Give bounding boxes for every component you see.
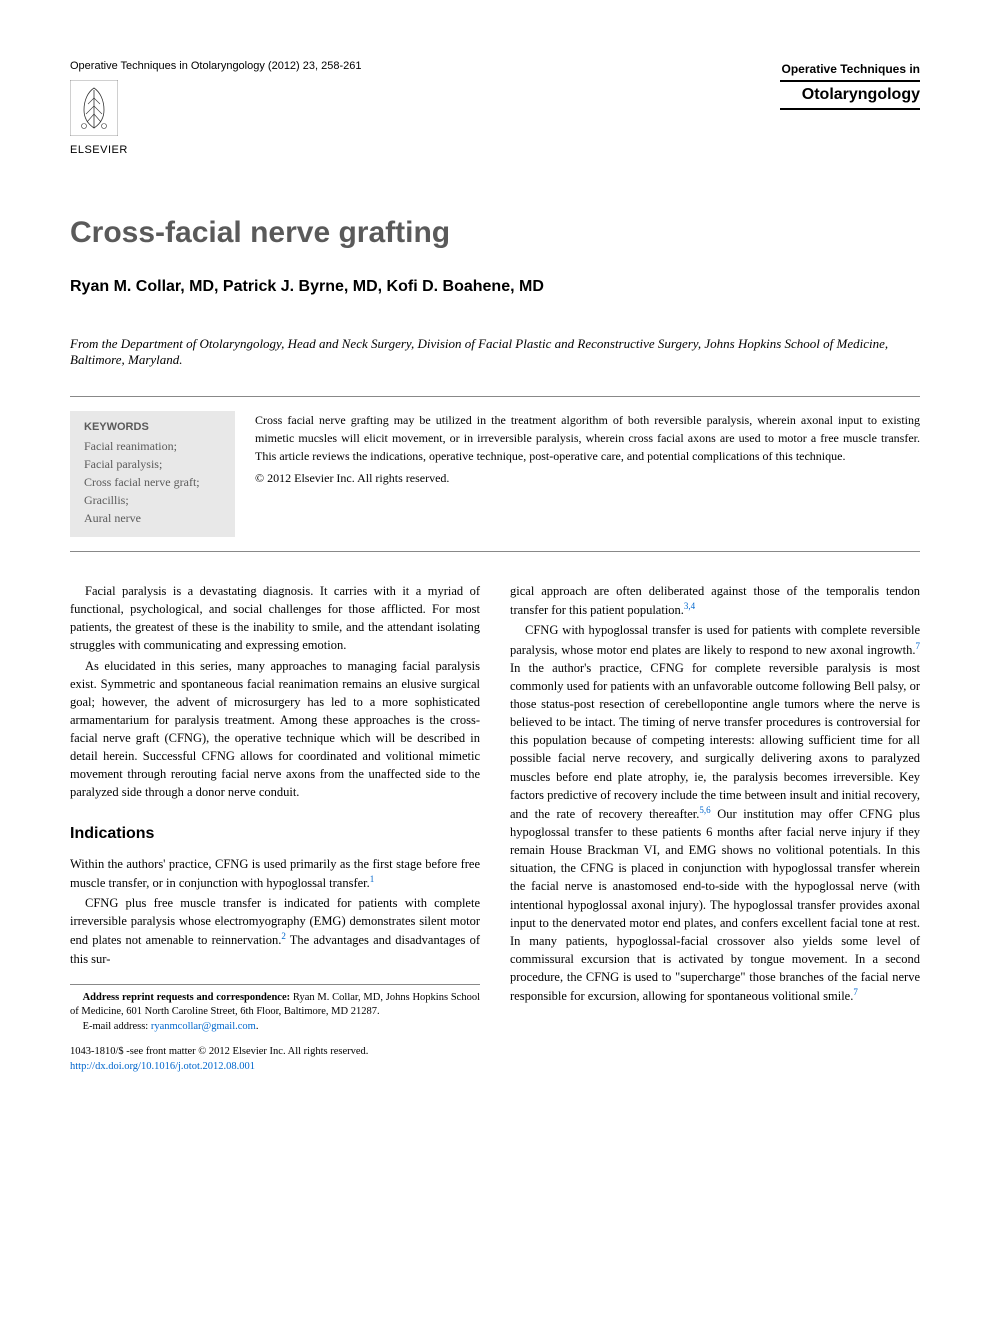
journal-title-block: Operative Techniques in Otolaryngology xyxy=(780,60,920,110)
abstract-copyright: © 2012 Elsevier Inc. All rights reserved… xyxy=(255,469,920,487)
body-columns: Facial paralysis is a devastating diagno… xyxy=(70,582,920,1074)
reference-superscript[interactable]: 7 xyxy=(853,987,858,997)
footer-copyright-text: 1043-1810/$ -see front matter © 2012 Els… xyxy=(70,1045,480,1060)
keyword-item: Facial paralysis; xyxy=(84,455,221,473)
body-paragraph: CFNG with hypoglossal transfer is used f… xyxy=(510,621,920,1005)
reference-superscript[interactable]: 3,4 xyxy=(684,601,695,611)
section-heading-indications: Indications xyxy=(70,822,480,845)
correspondence-block: Address reprint requests and corresponde… xyxy=(70,991,480,1035)
abstract-block: KEYWORDS Facial reanimation; Facial para… xyxy=(70,396,920,552)
abstract-paragraph: Cross facial nerve grafting may be utili… xyxy=(255,411,920,465)
elsevier-tree-icon xyxy=(70,80,118,136)
publisher-block xyxy=(70,80,361,136)
body-paragraph: Facial paralysis is a devastating diagno… xyxy=(70,582,480,655)
body-paragraph: CFNG plus free muscle transfer is indica… xyxy=(70,894,480,968)
reference-superscript[interactable]: 1 xyxy=(370,874,375,884)
keyword-item: Gracillis; xyxy=(84,491,221,509)
page-header: Operative Techniques in Otolaryngology (… xyxy=(70,60,920,156)
column-left: Facial paralysis is a devastating diagno… xyxy=(70,582,480,1074)
publisher-name: ELSEVIER xyxy=(70,144,361,156)
paragraph-text: In the author's practice, CFNG for compl… xyxy=(510,661,920,821)
body-paragraph: Within the authors' practice, CFNG is us… xyxy=(70,855,480,892)
affiliation-text: From the Department of Otolaryngology, H… xyxy=(70,336,920,368)
paragraph-text: gical approach are often deliberated aga… xyxy=(510,584,920,617)
keywords-heading: KEYWORDS xyxy=(84,421,221,433)
journal-prefix: Operative Techniques in xyxy=(780,62,920,82)
paragraph-text: CFNG with hypoglossal transfer is used f… xyxy=(510,623,920,656)
footer-copyright-block: 1043-1810/$ -see front matter © 2012 Els… xyxy=(70,1045,480,1074)
abstract-text: Cross facial nerve grafting may be utili… xyxy=(255,411,920,537)
article-title: Cross-facial nerve grafting xyxy=(70,216,920,250)
column-right: gical approach are often deliberated aga… xyxy=(510,582,920,1074)
reference-superscript[interactable]: 5,6 xyxy=(699,805,710,815)
body-paragraph: As elucidated in this series, many appro… xyxy=(70,657,480,802)
paragraph-text: Our institution may offer CFNG plus hypo… xyxy=(510,807,920,1003)
keywords-box: KEYWORDS Facial reanimation; Facial para… xyxy=(70,411,235,537)
paragraph-text: Within the authors' practice, CFNG is us… xyxy=(70,857,480,890)
keyword-item: Cross facial nerve graft; xyxy=(84,473,221,491)
citation-text: Operative Techniques in Otolaryngology (… xyxy=(70,60,361,72)
doi-link[interactable]: http://dx.doi.org/10.1016/j.otot.2012.08… xyxy=(70,1061,255,1072)
email-link[interactable]: ryanmcollar@gmail.com xyxy=(151,1021,256,1032)
email-label: E-mail address: xyxy=(83,1021,151,1032)
author-list: Ryan M. Collar, MD, Patrick J. Byrne, MD… xyxy=(70,278,920,296)
footer-rule: Address reprint requests and corresponde… xyxy=(70,984,480,1074)
reference-superscript[interactable]: 7 xyxy=(916,641,921,651)
header-left: Operative Techniques in Otolaryngology (… xyxy=(70,60,361,156)
body-paragraph: gical approach are often deliberated aga… xyxy=(510,582,920,619)
keyword-item: Facial reanimation; xyxy=(84,437,221,455)
keyword-item: Aural nerve xyxy=(84,509,221,527)
journal-name: Otolaryngology xyxy=(780,86,920,110)
address-label: Address reprint requests and corresponde… xyxy=(83,992,291,1003)
